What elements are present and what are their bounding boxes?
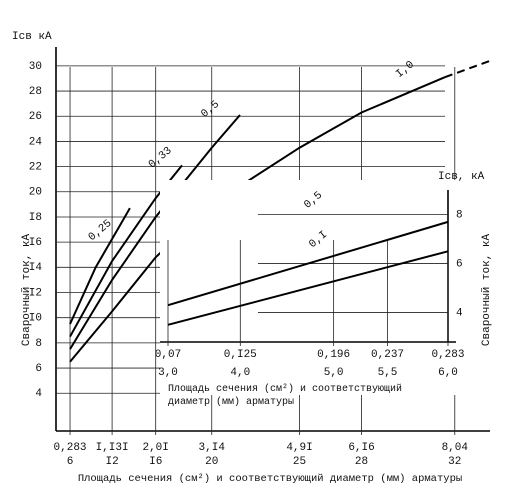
diameter-label: 5,0 [324, 367, 344, 379]
diameter-label: I6 [149, 456, 162, 468]
series-line [167, 220, 449, 307]
x-tick-label: 0,I25 [224, 349, 257, 361]
diameter-label: I2 [105, 456, 118, 468]
diameter-label: 20 [205, 456, 218, 468]
x-tick-label: 4,9I [286, 442, 312, 454]
y-tick-label: 20 [29, 187, 42, 199]
y-tick-label: 8 [35, 338, 42, 350]
y-tick-label: I0 [29, 313, 42, 325]
y-label-top: Iсв кА [12, 31, 52, 43]
y-tick-label: 6 [456, 258, 463, 270]
inset-background [160, 180, 505, 395]
diameter-label: 3,0 [158, 367, 178, 379]
y-tick-label: 22 [29, 162, 42, 174]
y-tick-label: 4 [35, 388, 42, 400]
diameter-label: 5,5 [378, 367, 398, 379]
x-label: Площадь сечения (см²) и соответствующий д… [168, 383, 402, 408]
diameter-label: 28 [355, 456, 368, 468]
series-line-dashed [444, 59, 491, 79]
y-label: Сварочный ток, кА [21, 233, 33, 346]
diameter-label: 6 [67, 456, 74, 468]
x-tick-label: 6,I6 [348, 442, 374, 454]
diameter-label: 6,0 [438, 367, 458, 379]
x-tick-label: I,I3I [96, 442, 129, 454]
x-tick-label: 0,283 [431, 349, 464, 361]
x-tick-label: 0,196 [317, 349, 350, 361]
x-tick-label: 0,237 [371, 349, 404, 361]
series-line [69, 207, 131, 325]
series-line [69, 114, 241, 350]
y-tick-label: 28 [29, 86, 42, 98]
y-tick-label: I8 [29, 212, 42, 224]
y-tick-label: 30 [29, 61, 42, 73]
y-label-top: Iсв, кА [438, 171, 485, 183]
y-tick-label: I6 [29, 237, 42, 249]
series-line [167, 250, 449, 326]
x-tick-label: 0,07 [155, 349, 181, 361]
x-tick-label: 2,0I [142, 442, 168, 454]
y-label: Сварочный ток, кА [481, 233, 493, 346]
x-tick-label: 0,283 [54, 442, 87, 454]
x-tick-label: 3,I4 [199, 442, 226, 454]
y-tick-label: 26 [29, 111, 42, 123]
x-label: Площадь сечения (см²) и соответствующий … [78, 473, 462, 485]
diameter-label: 32 [448, 456, 461, 468]
inset-chart: 4 6 8 0,07 3,0 0,I25 4,0 0,196 5,0 0,237 5,5 0,283 6… [155, 171, 493, 408]
y-tick-label: 4 [456, 307, 463, 319]
y-tick-label: 8 [456, 209, 463, 221]
y-tick-label: 24 [29, 136, 43, 148]
x-tick-label: 8,04 [442, 442, 469, 454]
diameter-label: 4,0 [230, 367, 250, 379]
diameter-label: 25 [293, 456, 306, 468]
y-tick-label: I2 [29, 287, 42, 299]
y-tick-label: 6 [35, 363, 42, 375]
y-tick-label: I4 [29, 262, 43, 274]
